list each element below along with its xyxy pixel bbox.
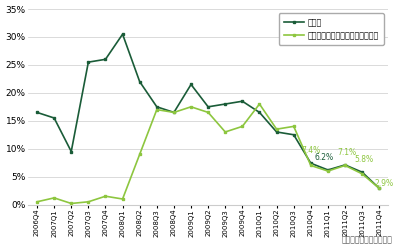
Text: 7.1%: 7.1% xyxy=(337,147,356,157)
空室率 xyxy=(189,83,194,86)
既存物件空室率（競工１年以上） xyxy=(257,103,262,105)
既存物件空室率（競工１年以上） xyxy=(154,108,159,111)
Text: 7.4%: 7.4% xyxy=(301,146,320,155)
既存物件空室率（競工１年以上） xyxy=(189,105,194,108)
既存物件空室率（競工１年以上） xyxy=(291,125,296,128)
既存物件空室率（競工１年以上） xyxy=(308,164,313,167)
Legend: 空室率, 既存物件空室率（競工１年以上）: 空室率, 既存物件空室率（競工１年以上） xyxy=(279,13,384,45)
既存物件空室率（競工１年以上） xyxy=(206,111,210,114)
Text: 2.9%: 2.9% xyxy=(375,179,394,188)
空室率 xyxy=(154,105,159,108)
既存物件空室率（競工１年以上） xyxy=(120,198,125,201)
既存物件空室率（競工１年以上） xyxy=(86,200,91,203)
空室率 xyxy=(172,111,176,114)
既存物件空室率（競工１年以上） xyxy=(52,196,56,199)
空室率 xyxy=(291,133,296,136)
既存物件空室率（競工１年以上） xyxy=(326,170,330,173)
既存物件空室率（競工１年以上） xyxy=(240,125,245,128)
空室率 xyxy=(52,117,56,120)
既存物件空室率（競工１年以上） xyxy=(137,153,142,156)
空室率 xyxy=(343,164,348,166)
空室率 xyxy=(120,33,125,36)
既存物件空室率（競工１年以上） xyxy=(35,200,40,203)
空室率 xyxy=(326,168,330,171)
空室率 xyxy=(206,105,210,108)
空室率 xyxy=(86,61,91,64)
空室率 xyxy=(103,58,108,61)
空室率 xyxy=(377,187,382,190)
Line: 空室率: 空室率 xyxy=(36,33,381,190)
Line: 既存物件空室率（競工１年以上）: 既存物件空室率（競工１年以上） xyxy=(36,103,381,205)
Text: 出所：シービーアールイ: 出所：シービーアールイ xyxy=(341,236,392,245)
空室率 xyxy=(274,130,279,133)
空室率 xyxy=(308,162,313,165)
既存物件空室率（競工１年以上） xyxy=(172,111,176,114)
空室率 xyxy=(69,150,74,153)
空室率 xyxy=(257,111,262,114)
空室率 xyxy=(223,103,228,105)
既存物件空室率（競工１年以上） xyxy=(274,128,279,131)
既存物件空室率（競工１年以上） xyxy=(360,172,364,175)
既存物件空室率（競工１年以上） xyxy=(69,202,74,205)
Text: 6.2%: 6.2% xyxy=(315,153,334,162)
Text: 5.8%: 5.8% xyxy=(354,155,374,164)
空室率 xyxy=(360,171,364,174)
既存物件空室率（競工１年以上） xyxy=(103,195,108,198)
空室率 xyxy=(137,80,142,83)
空室率 xyxy=(240,100,245,103)
既存物件空室率（競工１年以上） xyxy=(223,130,228,133)
空室率 xyxy=(35,111,40,114)
既存物件空室率（競工１年以上） xyxy=(343,164,348,167)
既存物件空室率（競工１年以上） xyxy=(377,187,382,190)
